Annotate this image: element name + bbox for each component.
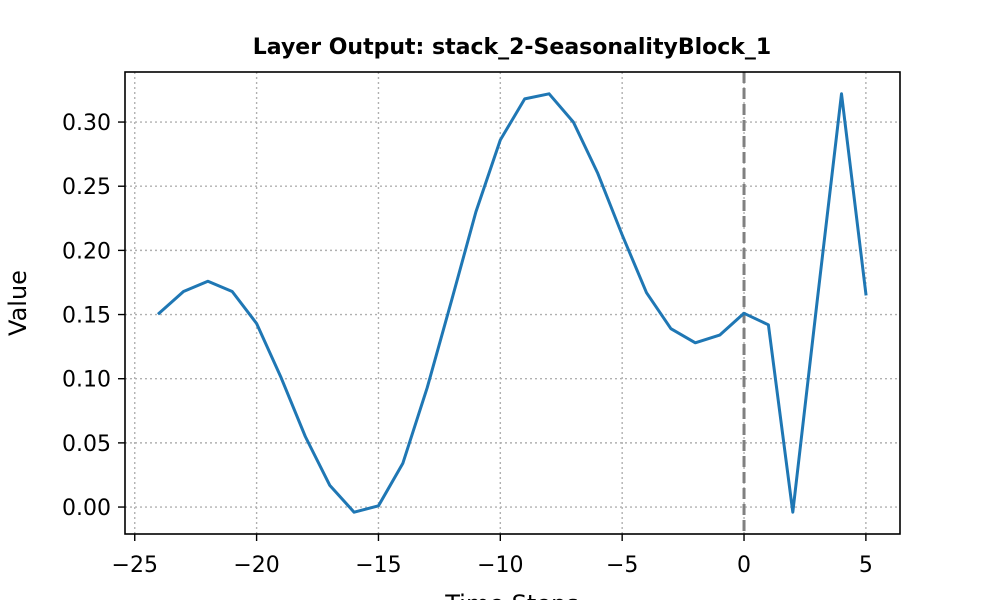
x-tick-label: −10 [477, 553, 523, 578]
y-tick-label: 0.25 [62, 175, 111, 200]
x-axis-ticks: −25 −20 −15 −10 −5 0 5 [112, 534, 873, 578]
plot-frame [124, 71, 901, 535]
y-tick-label: 0.15 [62, 304, 111, 329]
y-tick-label: 0.30 [62, 111, 111, 136]
series-layer [156, 92, 868, 514]
x-tick-label: 0 [737, 553, 751, 578]
x-tick-label: −25 [112, 553, 158, 578]
chart-title: Layer Output: stack_2-SeasonalityBlock_1 [253, 35, 771, 60]
y-tick-label: 0.00 [62, 496, 111, 521]
x-tick-label: −15 [355, 553, 401, 578]
series-line [156, 92, 868, 514]
y-tick-label: 0.05 [62, 432, 111, 457]
x-axis-label: Time Steps [444, 590, 579, 600]
x-tick-label: −5 [606, 553, 638, 578]
x-tick-label: −20 [233, 553, 279, 578]
y-tick-label: 0.10 [62, 368, 111, 393]
y-axis-ticks: 0.00 0.05 0.10 0.15 0.20 0.25 0.30 [62, 111, 125, 521]
x-tick-label: 5 [859, 553, 873, 578]
y-tick-label: 0.20 [62, 239, 111, 264]
y-axis-label: Value [4, 270, 32, 336]
